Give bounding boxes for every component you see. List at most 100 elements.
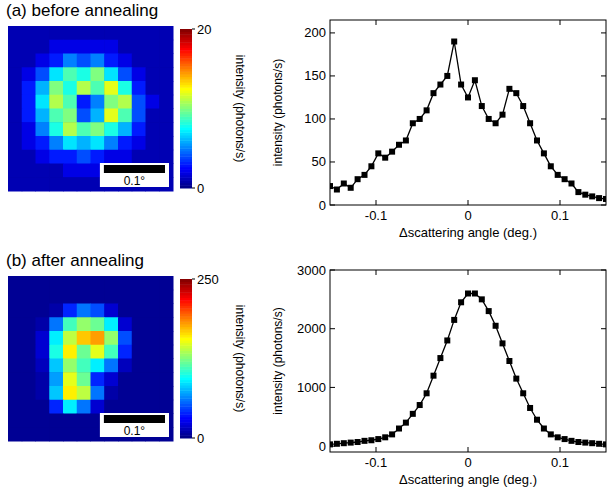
y-tick-right	[601, 161, 606, 162]
heatmap-panel: (b) after annealing0.1°0250intensity (ph…	[6, 251, 247, 446]
data-point	[437, 82, 443, 88]
plot-frame	[330, 270, 606, 452]
y-tick-label: 200	[304, 25, 326, 40]
heatmap-cell	[77, 427, 91, 441]
colorbar-gradient	[180, 29, 192, 32]
data-group	[330, 39, 606, 202]
heatmap-cell	[49, 400, 63, 414]
heatmap-cell	[63, 414, 77, 428]
heatmap-cell	[159, 359, 173, 373]
data-point	[486, 308, 492, 314]
heatmap-cell	[77, 164, 91, 178]
heatmap-cell	[132, 331, 146, 345]
heatmap-cell	[22, 177, 36, 191]
heatmap-cell	[118, 290, 132, 304]
x-tick-label: 0	[464, 208, 471, 223]
data-point	[424, 390, 430, 396]
heatmap-cell	[91, 54, 105, 68]
heatmap-cell	[8, 109, 22, 123]
colorbar-gradient	[180, 279, 192, 282]
data-point	[458, 82, 464, 88]
heatmap-cell	[49, 67, 63, 81]
heatmap-cell	[63, 164, 77, 178]
colorbar-label: intensity (photons/s)	[233, 305, 247, 412]
y-tick-right	[601, 328, 606, 329]
heatmap-cell	[77, 54, 91, 68]
heatmap-cell	[104, 95, 118, 109]
heatmap-cell	[118, 400, 132, 414]
data-point	[541, 426, 547, 432]
heatmap-cell	[63, 290, 77, 304]
heatmap-cell	[77, 304, 91, 318]
data-point	[348, 185, 354, 191]
heatmap-cell	[146, 122, 160, 136]
y-tick-label: 1000	[297, 380, 326, 395]
data-point	[403, 137, 409, 143]
data-point	[417, 402, 423, 408]
panel-title: (a) before annealing	[6, 1, 158, 20]
heatmap-cell	[36, 164, 50, 178]
heatmap-cell	[77, 81, 91, 95]
data-point	[513, 90, 519, 96]
heatmap-cell	[104, 276, 118, 290]
heatmap-cell	[77, 372, 91, 386]
heatmap-cell	[36, 345, 50, 359]
x-tick-label: 0	[464, 455, 471, 470]
heatmap-cell	[146, 81, 160, 95]
x-tick-top	[376, 20, 377, 25]
heatmap-cell	[49, 150, 63, 164]
data-point	[479, 296, 485, 302]
x-tick-top	[468, 270, 469, 275]
heatmap-cell	[77, 40, 91, 54]
data-point	[382, 434, 388, 440]
heatmap-cell	[36, 67, 50, 81]
colorbar-tick	[192, 29, 195, 30]
heatmap-cell	[118, 136, 132, 150]
data-point	[493, 323, 499, 329]
heatmap-cell	[36, 276, 50, 290]
heatmap-cell	[36, 150, 50, 164]
x-tick	[560, 200, 561, 205]
data-point	[548, 163, 554, 169]
heatmap-cell	[63, 400, 77, 414]
x-tick-label: 0.1	[551, 208, 569, 223]
colorbar-tick	[192, 188, 195, 189]
heatmap-cell	[22, 386, 36, 400]
heatmap-cell	[104, 40, 118, 54]
heatmap-cell	[118, 81, 132, 95]
y-tick	[330, 387, 335, 388]
heatmap-cell	[91, 40, 105, 54]
heatmap-cell	[104, 81, 118, 95]
data-point	[562, 176, 568, 182]
heatmap-cell	[8, 40, 22, 54]
heatmap-cell	[91, 67, 105, 81]
colorbar-tick-label: 0	[197, 181, 204, 196]
data-point	[396, 142, 402, 148]
heatmap-cell	[118, 26, 132, 40]
data-line	[330, 293, 606, 444]
heatmap-cell	[8, 317, 22, 331]
heatmap-cell	[91, 276, 105, 290]
heatmap-cell	[36, 109, 50, 123]
heatmap-cell	[132, 26, 146, 40]
heatmap-cell	[77, 67, 91, 81]
heatmap-ground	[8, 276, 173, 441]
heatmap-cell	[77, 177, 91, 191]
heatmap-cell	[8, 414, 22, 428]
colorbar-tick	[192, 438, 195, 439]
heatmap-cell	[91, 331, 105, 345]
heatmap-cell	[36, 372, 50, 386]
heatmap-cell	[8, 164, 22, 178]
heatmap-cell	[118, 304, 132, 318]
y-tick	[330, 32, 335, 33]
heatmap-cell	[63, 345, 77, 359]
heatmap-cell	[118, 54, 132, 68]
heatmap-cell	[49, 372, 63, 386]
heatmap-cell	[49, 359, 63, 373]
heatmap-cell	[118, 331, 132, 345]
x-tick	[376, 200, 377, 205]
data-point	[355, 176, 361, 182]
heatmap-cell	[8, 304, 22, 318]
heatmap-cell	[91, 136, 105, 150]
heatmap-cell	[49, 136, 63, 150]
